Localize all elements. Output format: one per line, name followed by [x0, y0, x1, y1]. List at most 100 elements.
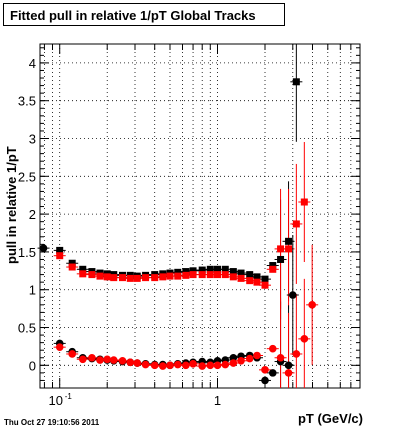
data-point-square [292, 220, 300, 228]
data-point-circle [68, 350, 77, 358]
data-point-circle [221, 360, 230, 369]
y-tick-label: 3.5 [18, 94, 36, 109]
data-point-square [237, 269, 245, 277]
data-point-square [198, 266, 206, 274]
data-point-square [229, 273, 237, 281]
data-point-circle [118, 356, 127, 365]
data-point-circle [182, 361, 190, 370]
data-point-square [126, 274, 134, 282]
data-point-square [285, 245, 293, 253]
x-axis-label: pT (GeV/c) [297, 411, 363, 426]
data-point-circle [141, 360, 150, 369]
timestamp: Thu Oct 27 19:10:56 2011 [4, 418, 100, 427]
data-point-circle [276, 353, 285, 362]
y-axis-label: pull in relative 1/pT [4, 146, 19, 264]
data-point-square [103, 273, 111, 281]
data-point-circle [103, 355, 112, 364]
data-point-square [206, 265, 214, 273]
data-point-square [189, 271, 197, 279]
data-point-circle [213, 361, 222, 370]
data-point-square [229, 268, 237, 276]
data-point-circle [133, 359, 142, 367]
data-point-circle [55, 343, 64, 351]
data-point-square [285, 237, 293, 245]
data-point-circle [166, 361, 174, 370]
error-bars [37, 44, 319, 388]
axes [39, 43, 361, 389]
y-tick-label: 2.5 [18, 169, 36, 184]
data-point-square [261, 275, 269, 283]
data-point-circle [229, 353, 238, 362]
data-point-circle [292, 350, 301, 358]
data-point-square [214, 265, 222, 273]
x-tick-exponent: -1 [65, 392, 73, 401]
data-point-square [300, 198, 308, 206]
data-point-circle [245, 354, 254, 363]
data-point-square [159, 273, 167, 281]
data-point-square [56, 252, 64, 260]
x-tick-label: 1 [214, 393, 221, 408]
data-point-circle [206, 361, 215, 370]
data-point-square [253, 278, 261, 286]
data-point-circle [150, 361, 159, 370]
y-tick-label: 1.5 [18, 245, 36, 260]
data-point-square [246, 277, 254, 285]
y-tick-label: 2 [29, 207, 36, 222]
data-point-circle [261, 366, 269, 374]
data-point-circle [237, 356, 245, 365]
data-point-circle [300, 335, 309, 343]
data-point-circle [88, 353, 96, 362]
data-point-circle [229, 359, 238, 367]
y-tick-label: 3 [29, 132, 36, 147]
data-point-square [189, 267, 197, 275]
data-point-square [56, 246, 64, 254]
tick-labels: 0 0.5 1 1.5 2 2.5 3 3.5 4 10 -1 1 [18, 56, 221, 408]
chart-title: Fitted pull in relative 1/pT Global Trac… [10, 8, 256, 23]
data-point-circle [288, 291, 297, 299]
data-point-circle [173, 360, 182, 369]
data-point-square [142, 274, 150, 282]
y-tick-label: 1 [29, 283, 36, 298]
data-point-square [79, 270, 87, 278]
data-point-square [198, 271, 206, 279]
data-point-square [269, 265, 277, 273]
data-point-square [79, 265, 87, 273]
data-point-circle [268, 369, 277, 377]
data-point-square [174, 272, 182, 280]
data-point-square [174, 268, 182, 276]
data-point-square [253, 273, 261, 281]
data-point-square [88, 271, 96, 279]
data-point-circle [308, 301, 316, 309]
data-point-square [96, 272, 104, 280]
data-point-circle [39, 244, 48, 252]
data-point-circle [284, 369, 293, 377]
data-point-circle [158, 362, 167, 370]
chart-title-box: Fitted pull in relative 1/pT Global Trac… [3, 3, 285, 26]
y-tick-label: 0.5 [18, 321, 36, 336]
data-point-circle [268, 344, 277, 353]
data-point-circle [126, 358, 135, 367]
data-point-square [151, 274, 159, 282]
data-point-square [221, 271, 229, 279]
data-point-circle [261, 376, 269, 385]
axis-ticks [40, 44, 361, 388]
data-point-square [166, 272, 174, 280]
data-point-circle [96, 356, 104, 364]
data-point-circle [284, 361, 293, 370]
data-point-square [206, 271, 214, 279]
data-point-square [292, 78, 300, 86]
data-point-square [246, 271, 254, 279]
data-point-circle [78, 355, 87, 364]
y-tick-label: 4 [29, 56, 36, 71]
data-point-circle [198, 362, 207, 370]
y-axis-label-wrap: pull in relative 1/pT [4, 146, 20, 264]
plot-frame [39, 43, 361, 389]
y-tick-label: 0 [29, 358, 36, 373]
data-point-square [68, 259, 76, 267]
data-point-square [237, 274, 245, 282]
data-point-square [221, 265, 229, 273]
data-point-circle [109, 356, 118, 364]
data-point-square [182, 268, 190, 276]
data-point-square [269, 262, 277, 270]
data-point-square [214, 271, 222, 279]
